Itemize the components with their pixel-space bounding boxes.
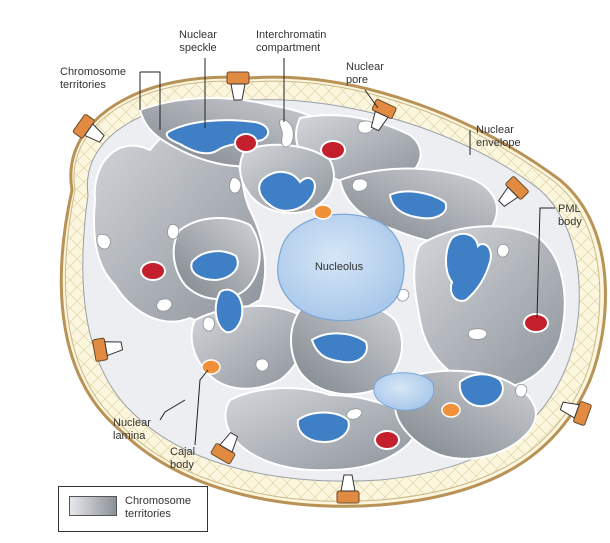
nuclear-pore (336, 474, 360, 504)
interchromatin-channels (96, 119, 528, 428)
legend: Chromosome territories (58, 486, 208, 532)
nucleolus (277, 213, 405, 322)
small-nucleolus (373, 372, 435, 411)
nuclear-pore (210, 431, 239, 465)
nuclear-speckles (165, 119, 504, 444)
label-pml-body: PML body (558, 203, 582, 228)
nuclear-pore (226, 71, 250, 101)
label-nuclear-lamina: Nuclear lamina (113, 417, 151, 442)
cajal-bodies (201, 204, 461, 418)
legend-label: Chromosome territories (125, 495, 192, 520)
pml-bodies (140, 133, 549, 450)
leader-lines (139, 58, 555, 446)
legend-swatch-chromosome-territories (69, 496, 117, 516)
nuclear-pore (498, 176, 529, 207)
nuclear-pore (92, 337, 124, 362)
label-nuclear-speckle: Nuclear speckle (179, 29, 217, 54)
nuclear-pore (370, 99, 397, 132)
label-nuclear-pore: Nuclear pore (346, 61, 384, 86)
label-nuclear-envelope: Nuclear envelope (476, 124, 521, 149)
label-nucleolus: Nucleolus (315, 261, 364, 273)
nuclear-pore (72, 114, 105, 143)
label-interchromatin-compartment: Interchromatin compartment (256, 29, 326, 54)
label-chromosome-territories: Chromosome territories (60, 66, 126, 91)
label-cajal-body: Cajal body (170, 446, 195, 471)
nuclear-pore (559, 401, 592, 426)
nuclear-pores (72, 71, 592, 504)
